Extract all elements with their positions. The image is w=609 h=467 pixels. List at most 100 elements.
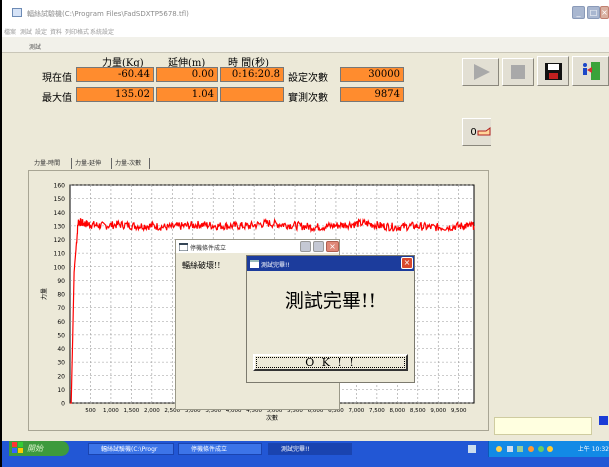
tab-divider bbox=[111, 158, 112, 169]
current-elongation-value: 0.00 bbox=[156, 67, 218, 82]
dialog-maximize-button[interactable] bbox=[313, 241, 324, 252]
window-icon bbox=[250, 260, 259, 268]
y-tick-label: 160 bbox=[54, 183, 66, 190]
minimize-button[interactable]: _ bbox=[572, 6, 585, 19]
dialog-title-bar: 停機條件成立 × bbox=[176, 240, 339, 253]
menu-test[interactable]: 測試 bbox=[20, 29, 33, 36]
taskbar-item-main-window[interactable]: 輻絲試驗機(C:\Progr bbox=[88, 443, 174, 455]
tray-icons bbox=[496, 446, 553, 452]
elongation-header: 延伸(m) bbox=[168, 58, 206, 69]
menu-print-format[interactable]: 列印格式 bbox=[65, 29, 90, 36]
y-tick-label: 10 bbox=[57, 387, 65, 394]
x-tick-label: 7,000 bbox=[349, 408, 365, 414]
stop-icon bbox=[511, 65, 525, 79]
y-tick-label: 20 bbox=[57, 373, 65, 380]
series-line bbox=[70, 217, 475, 404]
y-tick-label: 80 bbox=[57, 292, 65, 299]
floppy-disk-icon bbox=[544, 62, 562, 80]
menu-system-settings[interactable]: 系統設定 bbox=[90, 29, 115, 36]
x-tick-label: 4,500 bbox=[246, 408, 262, 414]
time-header: 時 間(秒) bbox=[228, 58, 269, 69]
current-time-value: 0:16:20.8 bbox=[220, 67, 284, 82]
dialog-close-button[interactable]: × bbox=[401, 257, 413, 269]
maximize-button[interactable]: □ bbox=[587, 6, 600, 19]
max-elongation-value: 1.04 bbox=[156, 87, 218, 102]
menu-file[interactable]: 檔案 bbox=[4, 29, 17, 36]
y-tick-label: 0 bbox=[61, 401, 65, 408]
x-tick-label: 6,500 bbox=[328, 408, 344, 414]
dialog-title: 測試完畢!! bbox=[261, 262, 290, 269]
taskbar-item-stop-dialog[interactable]: 停機條件成立 bbox=[178, 443, 262, 455]
x-tick-label: 9,500 bbox=[451, 408, 467, 414]
exit-button[interactable] bbox=[572, 56, 609, 86]
windows-logo-icon bbox=[12, 442, 23, 453]
app-icon bbox=[12, 8, 22, 17]
max-value-label: 最大值 bbox=[42, 93, 72, 104]
y-tick-label: 50 bbox=[57, 332, 65, 339]
dialog-minimize-button[interactable] bbox=[300, 241, 311, 252]
actual-count-label: 實測次數 bbox=[288, 93, 328, 104]
y-tick-label: 120 bbox=[54, 237, 66, 244]
y-tick-label: 60 bbox=[57, 319, 65, 326]
dialog-message: 測試完畢!! bbox=[284, 290, 377, 312]
x-tick-label: 5,000 bbox=[267, 408, 283, 414]
right-panel bbox=[491, 96, 609, 436]
close-button[interactable]: × bbox=[600, 6, 609, 19]
dialog-close-button[interactable]: × bbox=[326, 241, 339, 252]
set-count-label: 設定次數 bbox=[288, 73, 328, 84]
force-header: 力量(Kg) bbox=[102, 58, 144, 69]
play-icon bbox=[473, 64, 490, 80]
x-tick-label: 4,000 bbox=[226, 408, 242, 414]
taskbar-item-complete-dialog[interactable]: 測試完畢!! bbox=[268, 443, 352, 455]
x-tick-label: 3,000 bbox=[185, 408, 201, 414]
y-tick-label: 70 bbox=[57, 305, 65, 312]
pointing-hand-icon bbox=[477, 127, 491, 136]
y-tick-label: 110 bbox=[54, 251, 66, 258]
current-value-label: 現在值 bbox=[42, 73, 72, 84]
max-force-value: 135.02 bbox=[76, 87, 154, 102]
status-indicator bbox=[599, 416, 608, 425]
tab-force-count[interactable]: 力量-次數 bbox=[115, 160, 142, 167]
status-box bbox=[494, 417, 592, 435]
menu-data[interactable]: 資料 bbox=[50, 29, 63, 36]
actual-count-value: 9874 bbox=[340, 87, 404, 102]
x-tick-label: 5,500 bbox=[287, 408, 303, 414]
menu-bar: 檔案 測試 設定 資料 列印格式 系統設定 bbox=[2, 25, 609, 37]
window-title: 輻絲試驗機(C:\Program Files\FadSDXTP5678.tfl) bbox=[27, 10, 189, 18]
set-count-value: 30000 bbox=[340, 67, 404, 82]
y-tick-label: 40 bbox=[57, 346, 65, 353]
mode-label: 測試 bbox=[29, 44, 42, 51]
window-icon bbox=[179, 243, 188, 251]
x-tick-label: 8,500 bbox=[410, 408, 426, 414]
title-bar: 輻絲試驗機(C:\Program Files\FadSDXTP5678.tfl)… bbox=[2, 0, 609, 25]
stop-button[interactable] bbox=[502, 58, 534, 86]
tab-divider bbox=[71, 158, 72, 169]
tab-force-elongation[interactable]: 力量-延伸 bbox=[75, 160, 102, 167]
tab-force-time[interactable]: 力量-時間 bbox=[34, 160, 61, 167]
current-force-value: -60.44 bbox=[76, 67, 154, 82]
x-tick-label: 9,000 bbox=[430, 408, 446, 414]
x-tick-label: 1,000 bbox=[103, 408, 119, 414]
dialog-title-bar: 測試完畢!! × bbox=[247, 256, 414, 271]
start-button[interactable]: 開始 bbox=[9, 441, 69, 456]
x-tick-label: 7,500 bbox=[369, 408, 385, 414]
menu-settings[interactable]: 設定 bbox=[35, 29, 48, 36]
system-tray: 上午 10:32 bbox=[488, 441, 609, 457]
test-complete-dialog: 測試完畢!! × 測試完畢!! O K ! ! bbox=[246, 255, 415, 383]
sub-header: 測試 bbox=[2, 37, 609, 53]
start-label: 開始 bbox=[27, 444, 43, 453]
x-tick-label: 6,000 bbox=[308, 408, 324, 414]
start-button[interactable] bbox=[462, 58, 499, 86]
y-tick-label: 140 bbox=[54, 210, 66, 217]
tab-divider bbox=[149, 158, 150, 169]
ok-button[interactable]: O K ! ! bbox=[253, 354, 408, 371]
save-button[interactable] bbox=[537, 56, 569, 86]
y-tick-label: 150 bbox=[54, 196, 66, 203]
keyboard-icon bbox=[468, 445, 476, 453]
zero-label: 0 bbox=[470, 126, 477, 138]
y-tick-label: 100 bbox=[54, 264, 66, 271]
x-tick-label: 2,000 bbox=[144, 408, 160, 414]
clock: 上午 10:32 bbox=[577, 446, 609, 453]
y-tick-label: 30 bbox=[57, 360, 65, 367]
